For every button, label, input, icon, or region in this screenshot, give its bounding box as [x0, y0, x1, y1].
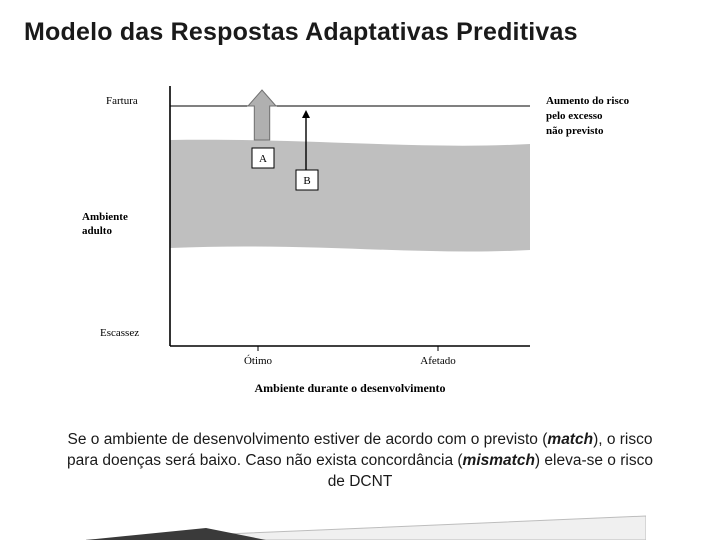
svg-text:Ambiente: Ambiente — [82, 211, 128, 223]
caption-text: Se o ambiente de desenvolvimento estiver… — [60, 430, 660, 493]
svg-text:Ambiente durante o desenvolvim: Ambiente durante o desenvolvimento — [255, 381, 446, 395]
slide-title: Modelo das Respostas Adaptativas Prediti… — [24, 18, 578, 47]
svg-text:Escassez: Escassez — [100, 327, 139, 339]
decorative-wedge — [86, 514, 646, 540]
svg-text:B: B — [303, 175, 310, 187]
par-diagram: A B Fartura Escassez Ambiente adulto Ótimo Afet… — [0, 70, 720, 410]
svg-text:Fartura: Fartura — [106, 95, 138, 107]
svg-text:pelo excesso: pelo excesso — [546, 110, 603, 122]
svg-text:adulto: adulto — [82, 225, 112, 237]
svg-text:A: A — [259, 153, 267, 165]
diagram-svg: A B Fartura Escassez Ambiente adulto Ótimo Afet… — [0, 70, 720, 410]
wedge-icon — [86, 514, 646, 540]
svg-text:Ótimo: Ótimo — [244, 355, 273, 367]
svg-text:não previsto: não previsto — [546, 125, 604, 137]
svg-text:Afetado: Afetado — [420, 355, 456, 367]
slide: Modelo das Respostas Adaptativas Prediti… — [0, 0, 720, 540]
svg-text:Aumento do risco: Aumento do risco — [546, 95, 630, 107]
